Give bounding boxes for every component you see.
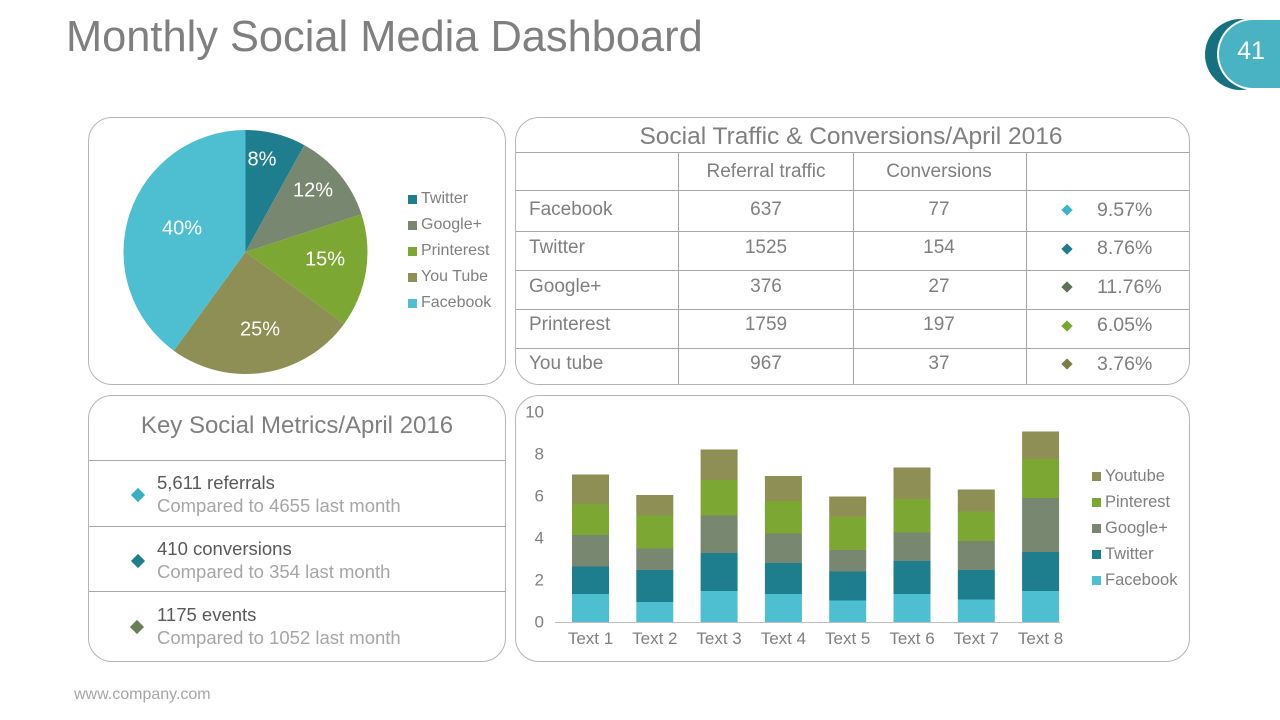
- svg-text:4: 4: [535, 529, 544, 548]
- svg-text:Text 7: Text 7: [954, 629, 999, 648]
- svg-text:Text 4: Text 4: [761, 629, 806, 648]
- svg-text:6: 6: [535, 487, 544, 506]
- svg-text:8: 8: [535, 445, 544, 464]
- svg-text:Text 6: Text 6: [889, 629, 934, 648]
- svg-text:Text 1: Text 1: [568, 629, 613, 648]
- svg-text:10: 10: [525, 403, 544, 422]
- svg-text:Text 8: Text 8: [1018, 629, 1063, 648]
- svg-text:2: 2: [535, 571, 544, 590]
- svg-text:Text 3: Text 3: [696, 629, 741, 648]
- svg-text:Text 5: Text 5: [825, 629, 870, 648]
- svg-text:0: 0: [535, 613, 544, 632]
- svg-text:Text 2: Text 2: [632, 629, 677, 648]
